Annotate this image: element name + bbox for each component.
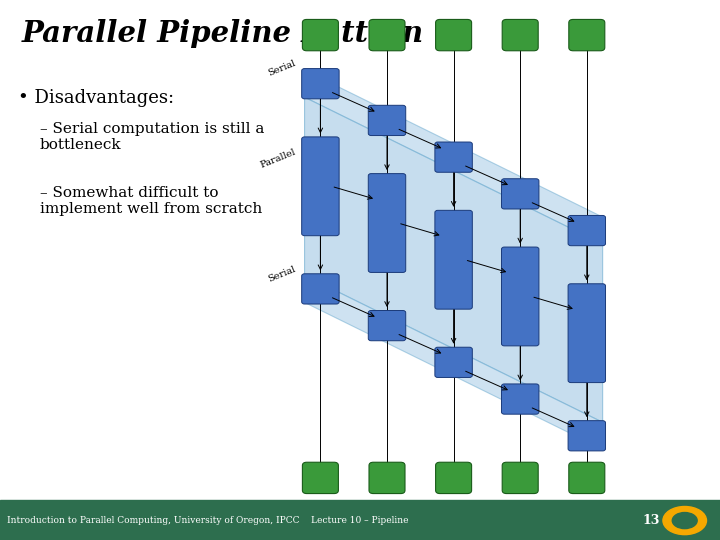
Circle shape: [672, 512, 697, 529]
Polygon shape: [305, 275, 603, 449]
FancyBboxPatch shape: [568, 421, 606, 451]
FancyBboxPatch shape: [568, 215, 606, 246]
FancyBboxPatch shape: [569, 19, 605, 51]
Text: Introduction to Parallel Computing, University of Oregon, IPCC: Introduction to Parallel Computing, Univ…: [7, 516, 300, 524]
FancyBboxPatch shape: [302, 69, 339, 99]
Text: 13: 13: [643, 514, 660, 526]
FancyBboxPatch shape: [368, 105, 406, 136]
FancyBboxPatch shape: [302, 462, 338, 494]
FancyBboxPatch shape: [501, 384, 539, 414]
Polygon shape: [305, 70, 603, 244]
Text: Parallel: Parallel: [259, 147, 297, 170]
FancyBboxPatch shape: [369, 462, 405, 494]
FancyBboxPatch shape: [501, 179, 539, 209]
FancyBboxPatch shape: [502, 19, 538, 51]
FancyBboxPatch shape: [302, 19, 338, 51]
Circle shape: [663, 507, 706, 535]
FancyBboxPatch shape: [568, 284, 606, 382]
FancyBboxPatch shape: [502, 462, 538, 494]
FancyBboxPatch shape: [302, 274, 339, 304]
FancyBboxPatch shape: [436, 462, 472, 494]
FancyBboxPatch shape: [436, 19, 472, 51]
Text: – Somewhat difficult to
implement well from scratch: – Somewhat difficult to implement well f…: [40, 186, 262, 217]
FancyBboxPatch shape: [435, 210, 472, 309]
FancyBboxPatch shape: [368, 174, 406, 272]
Text: • Disadvantages:: • Disadvantages:: [18, 89, 174, 107]
FancyBboxPatch shape: [435, 142, 472, 172]
Bar: [0, 500, 720, 540]
FancyBboxPatch shape: [569, 462, 605, 494]
FancyBboxPatch shape: [302, 137, 339, 235]
Text: Lecture 10 – Pipeline: Lecture 10 – Pipeline: [311, 516, 409, 524]
FancyBboxPatch shape: [369, 19, 405, 51]
Text: – Serial computation is still a
bottleneck: – Serial computation is still a bottlene…: [40, 122, 264, 152]
FancyBboxPatch shape: [435, 347, 472, 377]
Text: Serial: Serial: [267, 264, 297, 284]
Polygon shape: [305, 97, 603, 422]
Text: Serial: Serial: [267, 59, 297, 78]
FancyBboxPatch shape: [501, 247, 539, 346]
Text: Parallel Pipeline Pattern: Parallel Pipeline Pattern: [22, 19, 424, 48]
FancyBboxPatch shape: [368, 310, 406, 341]
